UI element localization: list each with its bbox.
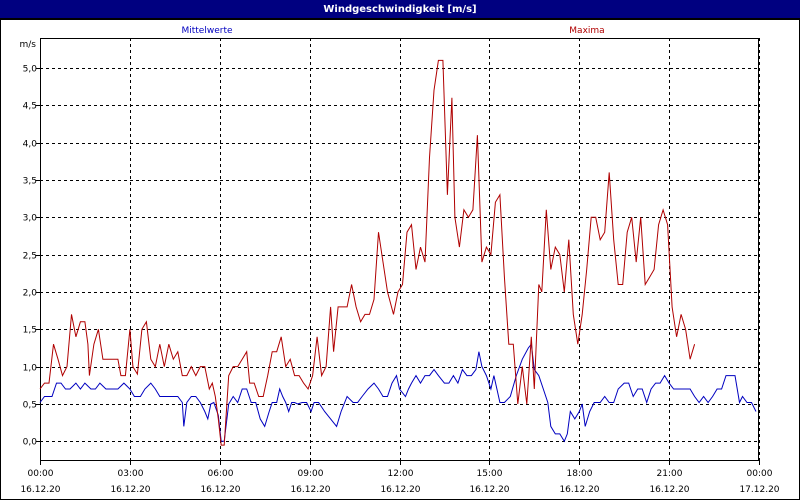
chart-title: Windgeschwindigkeit [m/s] — [0, 0, 800, 19]
y-tick-label: 2,5 — [23, 252, 37, 262]
axes — [40, 38, 759, 461]
series-line-mittelwerte — [39, 342, 757, 443]
x-tick-label-date: 17.12.20 — [739, 485, 779, 495]
legend-mittelwerte: Mittelwerte — [181, 26, 232, 36]
y-tick-label: 3,0 — [23, 214, 38, 224]
y-tick-label: 3,5 — [23, 177, 37, 187]
x-tick-label-date: 16.12.20 — [290, 485, 330, 495]
x-tick-label-time: 12:00 — [388, 469, 414, 479]
y-tick-label: 0,5 — [23, 401, 37, 411]
x-tick-label-time: 06:00 — [208, 469, 234, 479]
y-tick-label: 5,0 — [23, 65, 38, 75]
x-tick-label-time: 00:00 — [747, 469, 773, 479]
legend-maxima: Maxima — [569, 26, 604, 36]
x-tick-label-time: 09:00 — [298, 469, 324, 479]
x-tick-label-date: 16.12.20 — [110, 485, 150, 495]
x-tick-label-time: 03:00 — [118, 469, 144, 479]
x-tick-label-date: 16.12.20 — [559, 485, 599, 495]
x-tick-label-date: 16.12.20 — [649, 485, 689, 495]
y-tick-label: 2,0 — [23, 289, 38, 299]
x-tick-label-time: 18:00 — [567, 469, 593, 479]
series-line-maxima — [39, 59, 696, 446]
y-tick-label: 1,0 — [23, 364, 38, 374]
y-tick-label: 1,5 — [23, 326, 37, 336]
plot-border — [40, 38, 759, 461]
x-tick-label-date: 16.12.20 — [469, 485, 509, 495]
y-axis-label: m/s — [20, 40, 37, 50]
y-tick-label: 0,0 — [23, 438, 38, 448]
ticks: 0,0 0,5 1,0 1,5 2,0 2,5 3,0 3,5 4,0 4,5 5,0 00:00 16… — [20, 65, 779, 496]
x-tick-label-time: 00:00 — [28, 469, 54, 479]
x-tick-label-time: 21:00 — [657, 469, 683, 479]
series-lines — [39, 59, 757, 446]
x-tick-label-date: 16.12.20 — [380, 485, 420, 495]
x-tick-label-date: 16.12.20 — [20, 485, 60, 495]
grid — [40, 38, 760, 460]
y-tick-label: 4,5 — [23, 102, 37, 112]
y-tick-label: 4,0 — [23, 140, 38, 150]
x-tick-label-time: 15:00 — [477, 469, 503, 479]
x-tick-label-date: 16.12.20 — [200, 485, 240, 495]
